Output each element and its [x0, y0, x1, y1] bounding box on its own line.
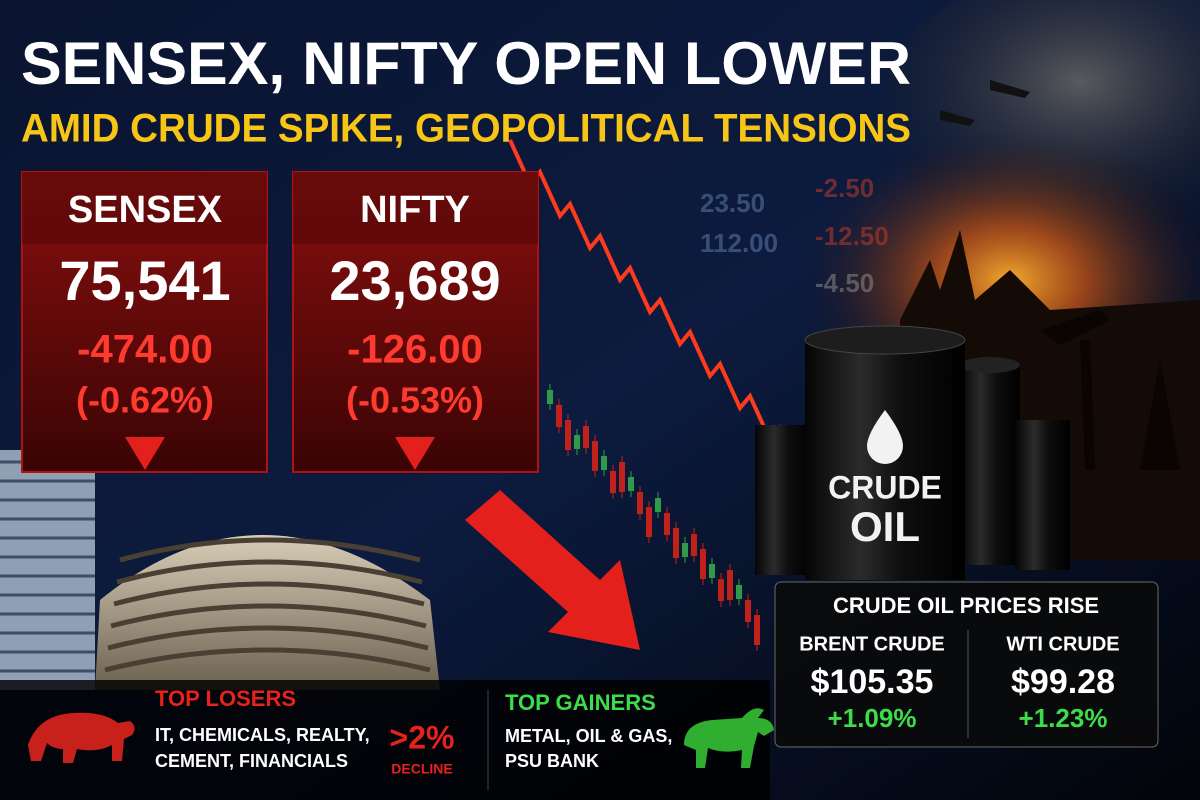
- subheadline: AMID CRUDE SPIKE, GEOPOLITICAL TENSIONS: [21, 107, 911, 151]
- candle-body: [754, 615, 760, 645]
- ticker-figure: -2.50: [815, 173, 874, 203]
- candle-body: [727, 570, 733, 600]
- tower: [0, 450, 95, 690]
- candle-body: [664, 513, 670, 535]
- candle-body: [700, 549, 706, 579]
- dome-band: [113, 581, 425, 607]
- candle-body: [655, 498, 661, 512]
- section-title: TOP LOSERS: [155, 686, 296, 711]
- commodity-price: $99.28: [1011, 663, 1115, 701]
- decline-badge: >2%: [390, 719, 455, 755]
- dome-band: [110, 603, 427, 629]
- candle-body: [718, 579, 724, 601]
- ticker-figure: -12.50: [815, 221, 889, 251]
- down-arrow: [465, 490, 640, 650]
- jets: [940, 80, 1030, 126]
- sector-list: PSU BANK: [505, 751, 599, 771]
- commodity-change: +1.23%: [1019, 703, 1108, 733]
- sector-list: CEMENT, FINANCIALS: [155, 751, 348, 771]
- candle-body: [610, 471, 616, 493]
- commodity-price: $105.35: [811, 663, 934, 701]
- trend-decor: [508, 139, 802, 651]
- oil-drop: [867, 410, 903, 464]
- movers-strip: TOP LOSERS IT, CHEMICALS, REALTY, CEMENT…: [0, 680, 774, 800]
- exchange-dome: [95, 535, 440, 690]
- ticker-figure: 23.50: [700, 188, 765, 218]
- candle-body: [574, 435, 580, 449]
- candle-body: [736, 585, 742, 599]
- dome-band: [107, 625, 429, 651]
- candle-body: [637, 492, 643, 514]
- index-name: SENSEX: [68, 189, 223, 231]
- bear-icon: [28, 712, 135, 763]
- barrel-top: [960, 357, 1020, 373]
- index-percent: (-0.53%): [346, 380, 484, 421]
- panel-title: CRUDE OIL PRICES RISE: [833, 593, 1099, 618]
- section-title: TOP GAINERS: [505, 690, 656, 715]
- decline-caption: DECLINE: [391, 761, 452, 777]
- barrel: [755, 425, 810, 575]
- ticker-figure: 112.00: [700, 228, 778, 258]
- candle-body: [601, 456, 607, 470]
- candle-body: [673, 528, 679, 558]
- dome-band: [104, 647, 431, 673]
- candle-body: [745, 600, 751, 622]
- candle-body: [628, 477, 634, 491]
- oil-barrels: CRUDE OIL: [755, 325, 1070, 580]
- index-level: 23,689: [329, 249, 500, 312]
- trend-line: [508, 139, 802, 473]
- candle-body: [565, 420, 571, 450]
- candle-body: [583, 426, 589, 448]
- barrel-label: CRUDE: [828, 469, 942, 505]
- barrel: [1015, 420, 1070, 570]
- index-percent: (-0.62%): [76, 380, 214, 421]
- candle-body: [682, 543, 688, 557]
- sector-list: METAL, OIL & GAS,: [505, 726, 672, 746]
- bull-icon: [684, 708, 774, 768]
- down-triangle: [395, 437, 435, 470]
- barrel-label: OIL: [850, 503, 920, 550]
- nifty-card-header: [293, 172, 538, 244]
- commodity-change: +1.09%: [828, 703, 917, 733]
- dome-bands: [104, 537, 431, 673]
- ticker-figures: 23.50 112.00 -2.50 -12.50 -4.50: [700, 173, 889, 298]
- candle-body: [547, 390, 553, 404]
- index-change: -126.00: [347, 328, 483, 372]
- candle-body: [709, 564, 715, 578]
- candle-body: [592, 441, 598, 471]
- index-cards: SENSEX 75,541 -474.00 (-0.62%) NIFTY 23,…: [21, 171, 539, 473]
- candle-body: [619, 462, 625, 492]
- commodity-name: BRENT CRUDE: [799, 633, 945, 655]
- candle-body: [691, 534, 697, 556]
- strip-bg: [0, 680, 770, 800]
- commodity-name: WTI CRUDE: [1006, 633, 1119, 655]
- barrel: [960, 365, 1020, 565]
- down-triangle: [125, 437, 165, 470]
- headline: SENSEX, NIFTY OPEN LOWER: [21, 30, 911, 97]
- index-change: -474.00: [77, 328, 213, 372]
- sensex-card-header: [22, 172, 267, 244]
- main-barrel-top: [804, 325, 966, 355]
- crude-panel: CRUDE OIL PRICES RISE BRENT CRUDE $105.3…: [774, 581, 1159, 748]
- candle-body: [646, 507, 652, 537]
- panel-box: [774, 581, 1159, 748]
- dome-band: [116, 559, 423, 585]
- index-name: NIFTY: [360, 189, 470, 231]
- sector-list: IT, CHEMICALS, REALTY,: [155, 725, 370, 745]
- index-level: 75,541: [59, 249, 230, 312]
- ticker-figure: -4.50: [815, 268, 874, 298]
- pumpjack: [1040, 310, 1180, 470]
- candle-body: [556, 405, 562, 427]
- dome-band: [119, 537, 421, 563]
